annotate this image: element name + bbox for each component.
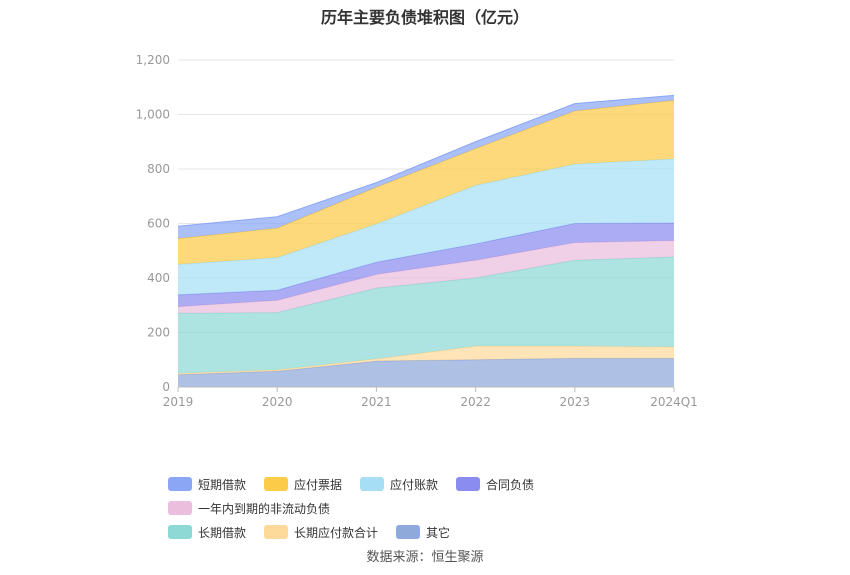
area-edge-7 <box>177 94 675 227</box>
x-tick-label: 2024Q1 <box>650 395 698 409</box>
area-series <box>177 94 675 387</box>
legend-item[interactable]: 应付票据 <box>264 472 342 496</box>
source-note: 数据来源：恒生聚源 <box>366 550 484 565</box>
legend-swatch <box>264 525 289 539</box>
legend-swatch <box>360 477 385 491</box>
axes: 0 200 400 600 800 1,000 1,200 2019 2020 2021 2022 2… <box>136 53 698 409</box>
legend-label: 长期应付款合计 <box>294 525 379 540</box>
stacked-area-chart: 0 200 400 600 800 1,000 1,200 2019 2020 2021 2022 2… <box>136 53 698 409</box>
legend-item[interactable]: 短期借款 <box>168 472 246 496</box>
y-tick-label: 800 <box>147 162 170 176</box>
y-tick-label: 1,000 <box>136 108 170 122</box>
legend-label: 合同负债 <box>486 477 535 492</box>
legend-label: 应付票据 <box>294 477 343 492</box>
y-tick-label: 600 <box>147 217 170 231</box>
legend-label: 一年内到期的非流动负债 <box>198 501 331 516</box>
area-series-3[interactable] <box>178 240 674 314</box>
x-tick-label: 2023 <box>560 395 591 409</box>
legend-item[interactable]: 一年内到期的非流动负债 <box>168 496 330 520</box>
y-tick-label: 400 <box>147 271 170 285</box>
chart-title: 历年主要负债堆积图（亿元） <box>320 8 529 27</box>
legend-item[interactable]: 应付账款 <box>360 472 438 496</box>
y-tick-label: 0 <box>162 380 170 394</box>
area-series-2[interactable] <box>178 257 674 374</box>
y-tick-label: 1,200 <box>136 53 170 67</box>
legend-row-1: 短期借款 应付票据 应付账款 合同负债一年内到期的非流动负债 <box>168 472 728 520</box>
area-series-7[interactable] <box>178 95 674 239</box>
legend-swatch <box>264 477 289 491</box>
legend-swatch <box>396 525 421 539</box>
legend-label: 应付账款 <box>390 477 439 492</box>
legend-item[interactable]: 其它 <box>396 520 450 544</box>
legend-swatch <box>168 525 192 539</box>
legend-swatch <box>168 477 192 491</box>
legend-swatch <box>168 501 192 515</box>
y-tick-label: 200 <box>147 326 170 340</box>
x-tick-label: 2019 <box>163 395 194 409</box>
legend-label: 短期借款 <box>198 477 247 492</box>
legend-label: 其它 <box>426 525 451 540</box>
legend-swatch <box>456 477 481 491</box>
area-series-0[interactable] <box>178 358 674 387</box>
legend-item[interactable]: 长期借款 <box>168 520 246 544</box>
legend-item[interactable]: 合同负债 <box>456 472 534 496</box>
x-tick-label: 2021 <box>361 395 392 409</box>
area-series-5[interactable] <box>178 158 674 295</box>
x-tick-label: 2020 <box>262 395 293 409</box>
legend-label: 长期借款 <box>198 525 247 540</box>
legend-item[interactable]: 长期应付款合计 <box>264 520 378 544</box>
legend: 短期借款 应付票据 应付账款 合同负债一年内到期的非流动负债 长期借款 长期应付款合计 其… <box>168 472 728 544</box>
area-series-4[interactable] <box>178 222 674 307</box>
x-tick-label: 2022 <box>460 395 491 409</box>
area-series-6[interactable] <box>178 100 674 265</box>
legend-row-2: 长期借款 长期应付款合计 其它 <box>168 520 728 544</box>
